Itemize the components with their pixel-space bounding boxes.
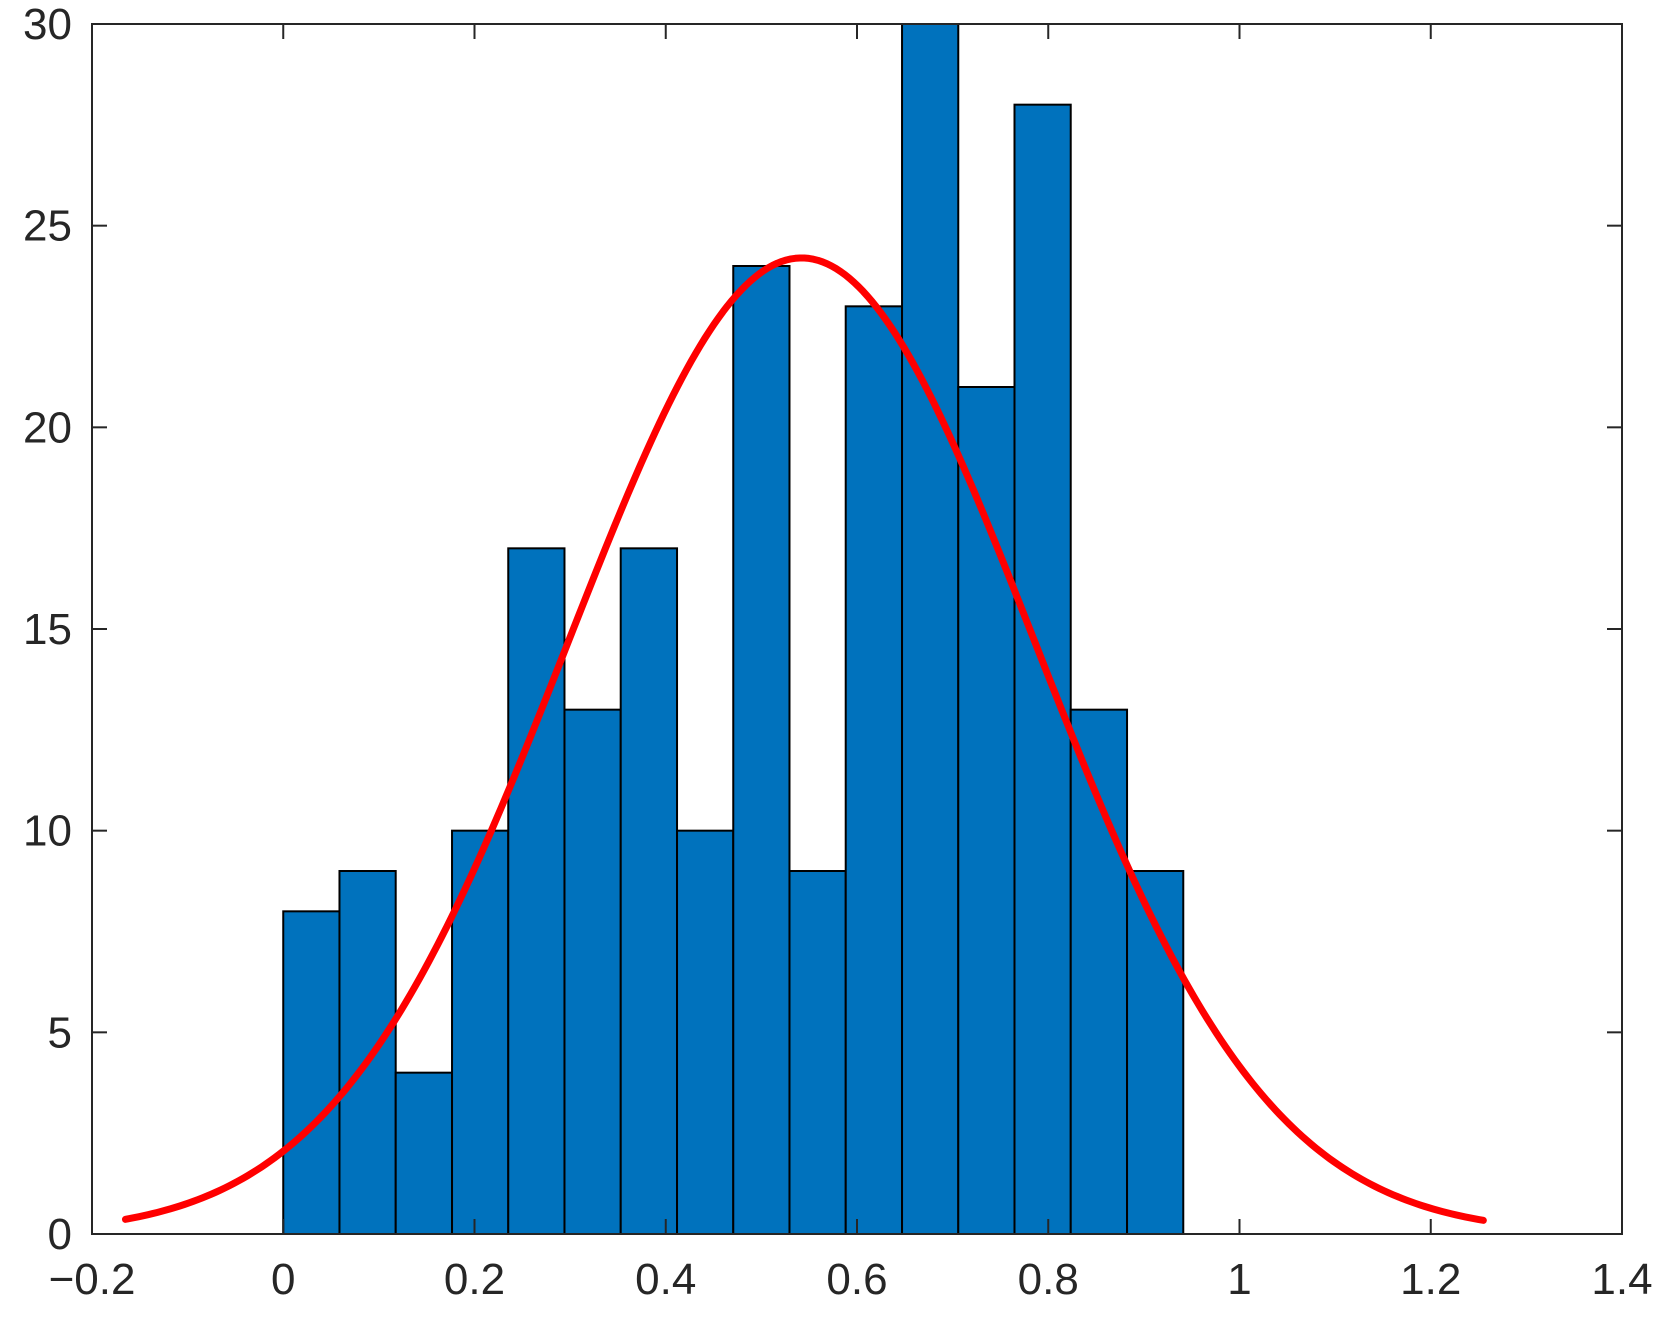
x-tick-label: 1.4 <box>1591 1255 1652 1304</box>
x-tick-label: −0.2 <box>49 1255 136 1304</box>
fit-curve-group <box>121 254 1487 1224</box>
x-tick-label: 0.4 <box>635 1255 696 1304</box>
x-tick-label: 0.8 <box>1018 1255 1079 1304</box>
y-tick-label: 15 <box>23 605 72 654</box>
y-tick-label: 5 <box>48 1008 72 1057</box>
histogram-bar <box>788 870 847 1235</box>
histogram-bar <box>901 23 960 1235</box>
normal-fit-curve <box>121 254 1487 1224</box>
histogram-bar <box>676 829 735 1236</box>
y-tick-label: 30 <box>23 0 72 49</box>
y-tick-label: 0 <box>48 1210 72 1259</box>
histogram-bar <box>1069 708 1129 1235</box>
histogram-bar <box>844 305 904 1236</box>
y-tick-label: 20 <box>23 403 72 452</box>
histogram-bar <box>282 910 341 1235</box>
y-axis-ticks: 0 5 10 15 20 25 30 <box>23 0 1622 1259</box>
histogram-bar <box>394 1071 454 1235</box>
x-tick-label: 1.2 <box>1400 1255 1461 1304</box>
histogram-bar <box>507 547 566 1235</box>
histogram-bar <box>563 708 622 1235</box>
x-tick-label: 1 <box>1227 1255 1251 1304</box>
y-tick-label: 10 <box>23 807 72 856</box>
bars-group <box>282 23 1185 1236</box>
histogram-bar <box>338 870 397 1235</box>
x-tick-label: 0 <box>271 1255 295 1304</box>
histogram-bar <box>732 265 791 1235</box>
y-tick-label: 25 <box>23 202 72 251</box>
x-axis-ticks: −0.2 0 0.2 0.4 0.6 0.8 1 1.2 1.4 <box>49 24 1653 1304</box>
x-tick-label: 0.6 <box>826 1255 887 1304</box>
x-tick-label: 0.2 <box>444 1255 505 1304</box>
histogram-bar <box>619 547 679 1235</box>
